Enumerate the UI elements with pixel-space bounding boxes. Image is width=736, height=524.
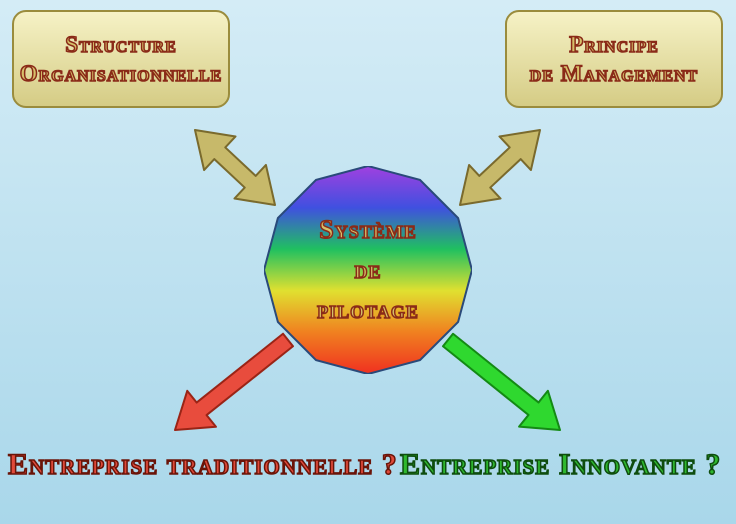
text-line: Entreprise traditionnelle ? [8,448,398,481]
label-entreprise-innovante: Entreprise Innovante ? [400,448,721,482]
text-line: Système [319,215,416,244]
text-line: Organisationnelle [20,61,223,86]
text-line: Principe [569,32,659,57]
text-line: Entreprise Innovante ? [400,448,721,481]
box-structure-label: Structure Organisationnelle [20,30,223,88]
text-line: Structure [65,32,177,57]
text-line: pilotage [317,295,419,324]
box-principe-management: Principe de Management [505,10,723,108]
center-node-systeme-pilotage: Système de pilotage [264,166,472,374]
box-structure-organisationnelle: Structure Organisationnelle [12,10,230,108]
diagram-stage: Structure Organisationnelle Principe de … [0,0,736,524]
box-principe-label: Principe de Management [530,30,698,88]
center-label: Système de pilotage [317,210,419,330]
text-line: de [354,255,381,284]
label-entreprise-traditionnelle: Entreprise traditionnelle ? [8,448,398,482]
text-line: de Management [530,61,698,86]
